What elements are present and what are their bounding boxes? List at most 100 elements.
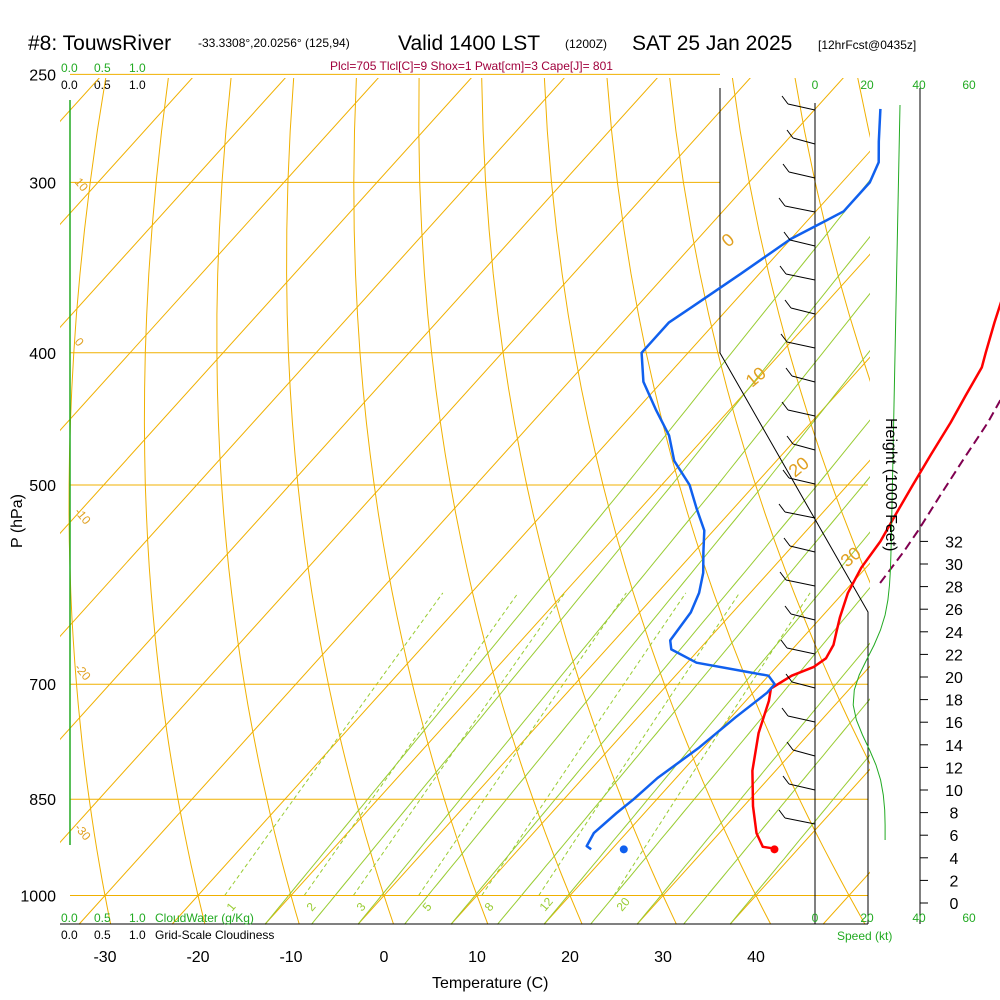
moist-adiabat-line [683, 698, 870, 925]
isotherm-line [78, 78, 844, 925]
dry-adiabat-line [481, 78, 677, 925]
wind-barb [788, 783, 816, 791]
isotherm-line [543, 562, 870, 925]
wind-barb-flag [783, 537, 791, 547]
sounding-series [585, 108, 1000, 854]
sounding-params: Plcl=705 Tlcl[C]=9 Shox=1 Pwat[cm]=3 Cap… [330, 59, 613, 73]
zulu-time: (1200Z) [565, 37, 607, 51]
dry-adiabat-line [543, 78, 772, 925]
height-tick-label: 26 [945, 602, 963, 619]
dry-adiabat-line [418, 78, 583, 925]
speed-tick-bottom: 0 [812, 911, 819, 925]
height-tick-label: 4 [950, 851, 959, 868]
mixing-ratio-line [303, 592, 519, 896]
isotherm-line [60, 78, 286, 329]
x-tick-label: -20 [186, 949, 209, 966]
bottom-cloudwater-05: 0.5 [94, 911, 111, 925]
wind-barb-flag [778, 197, 786, 207]
height-tick-label: 10 [945, 783, 963, 800]
surface-dewpoint-dot [619, 845, 628, 854]
wind-barb [785, 273, 816, 281]
wind-barb [785, 579, 816, 587]
wind-barb-flag [782, 469, 790, 479]
speed-tick-bottom: 60 [962, 911, 976, 925]
wind-barb-flag [784, 299, 792, 309]
height-tick-label: 8 [950, 806, 959, 823]
wind-barb-flag [781, 707, 789, 717]
wind-barb-flag [782, 775, 790, 785]
wind-barb [788, 477, 816, 485]
surface-temperature-dot [770, 845, 779, 854]
isotherm-line [60, 78, 379, 432]
x-tick-label: 40 [747, 949, 765, 966]
wind-barb [792, 749, 816, 757]
wind-barb [791, 375, 816, 383]
mixing-ratio-line [538, 592, 740, 896]
wind-barb [786, 341, 816, 349]
height-tick-label: 12 [945, 760, 963, 777]
wind-barb-flag [780, 639, 788, 649]
speed-tick-top: 0 [812, 78, 819, 92]
wind-barb-flag [782, 163, 790, 173]
isotherm-line [171, 150, 870, 925]
speed-tick-top: 20 [860, 78, 874, 92]
dry-adiabat-line [68, 78, 112, 925]
wind-barb [789, 545, 816, 553]
cloudiness-label: Grid-Scale Cloudiness [155, 928, 274, 942]
height-tick-label: 2 [950, 873, 959, 890]
dewpoint-line [585, 108, 882, 851]
wind-barb-flag [779, 265, 787, 275]
bottom-cloudwater-0: 0.0 [61, 911, 78, 925]
isotherm-line [264, 253, 870, 925]
x-tick-label: 10 [468, 949, 486, 966]
mixing-ratio-line [613, 592, 811, 896]
wind-barb [787, 103, 816, 111]
bottom-cloudiness-1: 1.0 [129, 928, 146, 942]
moist-adiabat-line [497, 476, 870, 925]
wind-barbs [778, 95, 901, 840]
wind-barb [787, 409, 816, 417]
pressure-tick-label: 300 [29, 175, 56, 192]
wind-barb-flag [785, 367, 793, 377]
wind-barb-flag [786, 129, 794, 139]
wind-barb-flag [781, 401, 789, 411]
wind-barb [791, 681, 816, 689]
station-coords: -33.3308°,20.0256° (125,94) [198, 36, 350, 50]
dry-adiabat-line [606, 78, 866, 925]
isotherm-line [60, 78, 100, 123]
wind-barb [786, 647, 816, 655]
wind-barb [792, 443, 816, 451]
height-tick-label: 30 [945, 557, 963, 574]
dry-adiabat-line [731, 78, 870, 584]
height-tick-label: 14 [945, 738, 963, 755]
cloudwater-label: CloudWater (g/Kg) [155, 911, 254, 925]
mixing-ratio-line [352, 592, 566, 896]
top-cloudwater-0: 0.0 [61, 61, 78, 75]
dry-adiabat-line [353, 78, 489, 925]
pressure-tick-label: 400 [29, 346, 56, 363]
moist-adiabat-line [729, 754, 870, 925]
wind-barb [784, 205, 816, 213]
isotherm-line [60, 78, 565, 638]
moist-adiabat-line [264, 179, 870, 925]
x-tick-label: 0 [380, 949, 389, 966]
mixing-ratio-line [481, 592, 687, 896]
wind-barb [784, 511, 816, 519]
speed-tick-top: 60 [962, 78, 976, 92]
wind-barb-flag [779, 571, 787, 581]
wind-barb-flag [784, 605, 792, 615]
x-tick-label: 20 [561, 949, 579, 966]
wind-barb-flag [781, 95, 789, 105]
height-tick-label: 0 [950, 896, 959, 913]
valid-date: SAT 25 Jan 2025 [632, 32, 792, 55]
speed-tick-bottom: 20 [860, 911, 874, 925]
moist-adiabat-line [636, 642, 870, 925]
x-tick-label: 30 [654, 949, 672, 966]
pressure-tick-label: 1000 [20, 889, 56, 906]
mixing-ratio-lines [224, 592, 811, 896]
wind-barb [787, 715, 816, 723]
isobar-lines [70, 73, 868, 896]
mixing-ratio-line [224, 592, 444, 896]
isotherm-line [60, 78, 751, 844]
pressure-tick-label: 850 [29, 792, 56, 809]
